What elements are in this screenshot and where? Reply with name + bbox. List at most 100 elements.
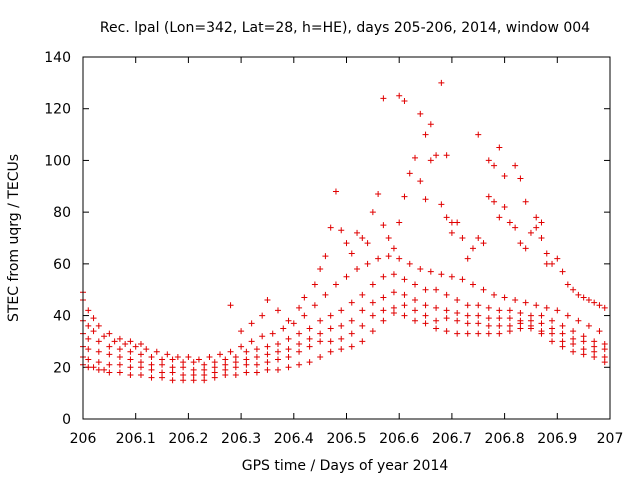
data-point <box>264 343 271 350</box>
data-point <box>575 291 582 298</box>
data-point <box>248 320 255 327</box>
data-point <box>406 170 413 177</box>
data-point <box>412 154 419 161</box>
data-point <box>570 335 577 342</box>
x-tick-label: 206.6 <box>379 431 419 447</box>
data-point <box>433 325 440 332</box>
data-point <box>601 346 608 353</box>
data-point <box>385 235 392 241</box>
data-point <box>533 224 540 231</box>
data-point <box>301 312 308 319</box>
data-point <box>369 312 376 319</box>
data-point <box>153 348 160 355</box>
data-point <box>422 131 429 138</box>
data-point <box>180 364 187 371</box>
data-point <box>554 307 561 314</box>
data-point <box>591 299 598 306</box>
data-point <box>143 346 150 353</box>
x-tick-label: 207 <box>597 431 624 447</box>
data-point <box>238 328 245 335</box>
data-point <box>559 330 566 337</box>
x-tick-label: 206.5 <box>326 431 366 447</box>
data-point <box>401 291 408 298</box>
data-point <box>90 328 97 335</box>
data-point <box>274 348 281 355</box>
data-point <box>348 250 355 257</box>
data-point <box>390 309 397 316</box>
data-point <box>243 356 250 363</box>
data-point <box>380 294 387 301</box>
data-point <box>95 338 102 345</box>
data-point <box>127 356 134 363</box>
data-point <box>85 356 92 363</box>
data-point <box>85 322 92 329</box>
y-axis-label: STEC from uqrg / TECUs <box>6 154 22 322</box>
data-point <box>559 338 566 345</box>
data-point <box>464 320 471 327</box>
data-point <box>364 260 371 267</box>
data-point <box>127 364 134 371</box>
data-point <box>259 312 266 319</box>
data-point <box>253 346 260 353</box>
data-point <box>259 333 266 340</box>
data-point <box>217 351 224 358</box>
data-point <box>570 286 577 293</box>
data-point <box>296 361 303 368</box>
data-point <box>201 372 208 379</box>
x-tick-label: 206.2 <box>168 431 208 447</box>
x-tick-label: 206.8 <box>485 431 525 447</box>
data-point <box>527 312 534 319</box>
data-point <box>512 224 519 231</box>
data-point <box>248 338 255 345</box>
data-point <box>522 245 529 252</box>
data-point <box>433 317 440 324</box>
data-point <box>564 312 571 319</box>
data-point <box>211 374 218 381</box>
data-point <box>148 361 155 368</box>
data-point <box>159 369 166 376</box>
data-point <box>485 157 492 164</box>
data-point <box>227 302 234 309</box>
data-point <box>285 317 292 324</box>
data-point <box>570 341 577 348</box>
data-point <box>485 304 492 311</box>
data-point <box>438 201 445 208</box>
plot-frame <box>82 56 611 420</box>
data-point <box>238 343 245 350</box>
data-point <box>137 341 144 348</box>
data-point <box>454 309 461 316</box>
data-point <box>475 330 482 337</box>
data-point <box>390 245 397 252</box>
data-point <box>564 281 571 288</box>
data-point <box>101 333 108 340</box>
data-point <box>433 152 440 159</box>
data-point <box>359 307 366 314</box>
data-point <box>211 369 218 376</box>
data-point <box>106 369 113 376</box>
data-point <box>106 343 113 350</box>
data-point <box>412 281 419 288</box>
data-point <box>412 297 419 304</box>
data-point <box>506 322 513 329</box>
data-point <box>311 302 318 309</box>
data-point <box>601 341 608 348</box>
data-point <box>253 353 260 360</box>
data-point <box>285 353 292 360</box>
data-point <box>359 235 366 241</box>
data-point <box>601 304 608 311</box>
data-point <box>243 361 250 368</box>
data-point <box>369 328 376 335</box>
data-point <box>480 286 487 293</box>
x-tick-label: 206.7 <box>432 431 472 447</box>
data-point <box>338 335 345 342</box>
data-point <box>317 266 324 273</box>
data-point <box>116 346 123 353</box>
data-point <box>475 131 482 138</box>
data-point <box>264 351 271 358</box>
data-point <box>116 353 123 360</box>
data-point <box>522 198 529 205</box>
data-point <box>591 353 598 360</box>
data-point <box>280 325 287 332</box>
data-point <box>201 366 208 373</box>
data-point <box>348 330 355 337</box>
